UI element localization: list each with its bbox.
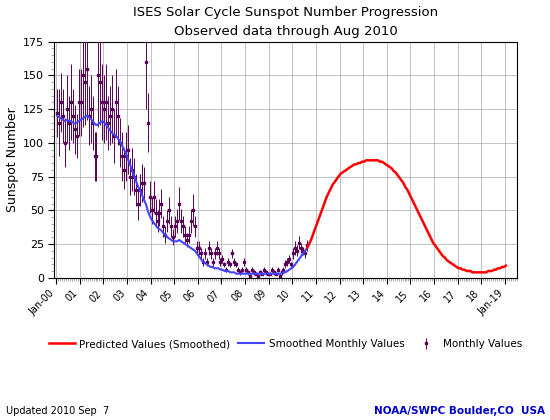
Smoothed Monthly Values [146,213,153,218]
Smoothed Monthly Values [294,259,300,264]
Smoothed Monthly Values [304,246,310,251]
Predicted Values (Smoothed) [304,246,310,251]
Predicted Values (Smoothed) [397,175,403,180]
Smoothed Monthly Values [115,136,122,141]
Predicted Values (Smoothed) [503,263,509,268]
Smoothed Monthly Values [156,227,163,232]
Line: Predicted Values (Smoothed): Predicted Values (Smoothed) [307,160,506,272]
Text: Updated 2010 Sep  7: Updated 2010 Sep 7 [6,406,109,416]
Predicted Values (Smoothed) [469,270,476,275]
Y-axis label: Sunspot Number: Sunspot Number [6,107,19,212]
Predicted Values (Smoothed) [363,158,370,163]
Title: ISES Solar Cycle Sunspot Number Progression
Observed data through Aug 2010: ISES Solar Cycle Sunspot Number Progress… [133,5,438,37]
Predicted Values (Smoothed) [461,267,468,272]
Predicted Values (Smoothed) [341,168,348,173]
Predicted Values (Smoothed) [479,270,486,275]
Smoothed Monthly Values [54,113,60,118]
Smoothed Monthly Values [233,271,240,276]
Smoothed Monthly Values [270,271,277,276]
Predicted Values (Smoothed) [347,165,354,170]
Smoothed Monthly Values [184,243,190,248]
Line: Smoothed Monthly Values: Smoothed Monthly Values [57,116,307,274]
Legend: Predicted Values (Smoothed), Smoothed Monthly Values, Monthly Values: Predicted Values (Smoothed), Smoothed Mo… [45,335,526,353]
Predicted Values (Smoothed) [446,259,452,264]
Text: NOAA/SWPC Boulder,CO  USA: NOAA/SWPC Boulder,CO USA [373,406,544,416]
